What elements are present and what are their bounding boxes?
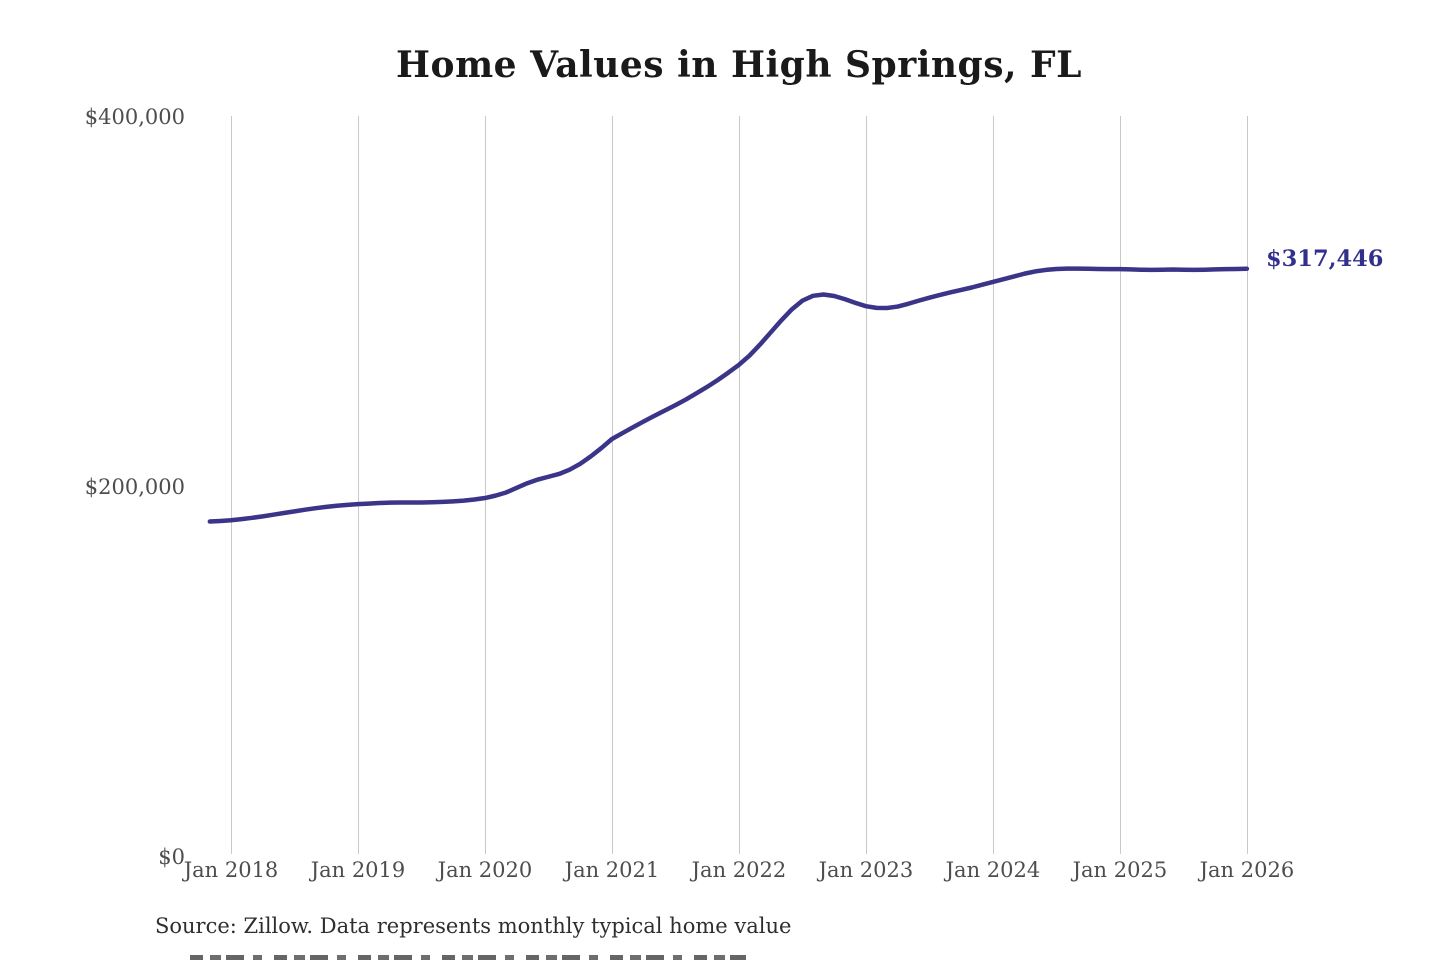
y-tick-label: $400,000 [84, 105, 185, 129]
x-tick-label: Jan 2020 [437, 858, 533, 882]
gridline [865, 116, 867, 854]
gridline [484, 116, 486, 854]
x-tick-label: Jan 2022 [691, 858, 787, 882]
y-tick-label: $0 [158, 845, 185, 869]
gridline [231, 116, 232, 854]
gridline [1246, 116, 1248, 854]
end-value-label: $317,446 [1266, 246, 1384, 272]
gridline [611, 116, 613, 854]
y-tick-label: $200,000 [84, 475, 185, 499]
home-value-line-series [207, 266, 1250, 524]
x-tick-label: Jan 2019 [310, 858, 406, 882]
source-note: Source: Zillow. Data represents monthly … [155, 914, 792, 938]
x-tick-label: Jan 2026 [1199, 858, 1295, 882]
gridline [992, 116, 994, 854]
x-tick-label: Jan 2024 [945, 858, 1041, 882]
gridline [1119, 116, 1121, 854]
x-tick-label: Jan 2025 [1072, 858, 1168, 882]
chart-title: Home Values in High Springs, FL [396, 44, 1082, 86]
gridline [738, 116, 740, 854]
x-tick-label: Jan 2023 [818, 858, 914, 882]
gridline [357, 116, 359, 854]
x-tick-label: Jan 2018 [183, 858, 279, 882]
x-tick-label: Jan 2021 [564, 858, 660, 882]
cropped-text-remnant [190, 955, 746, 960]
